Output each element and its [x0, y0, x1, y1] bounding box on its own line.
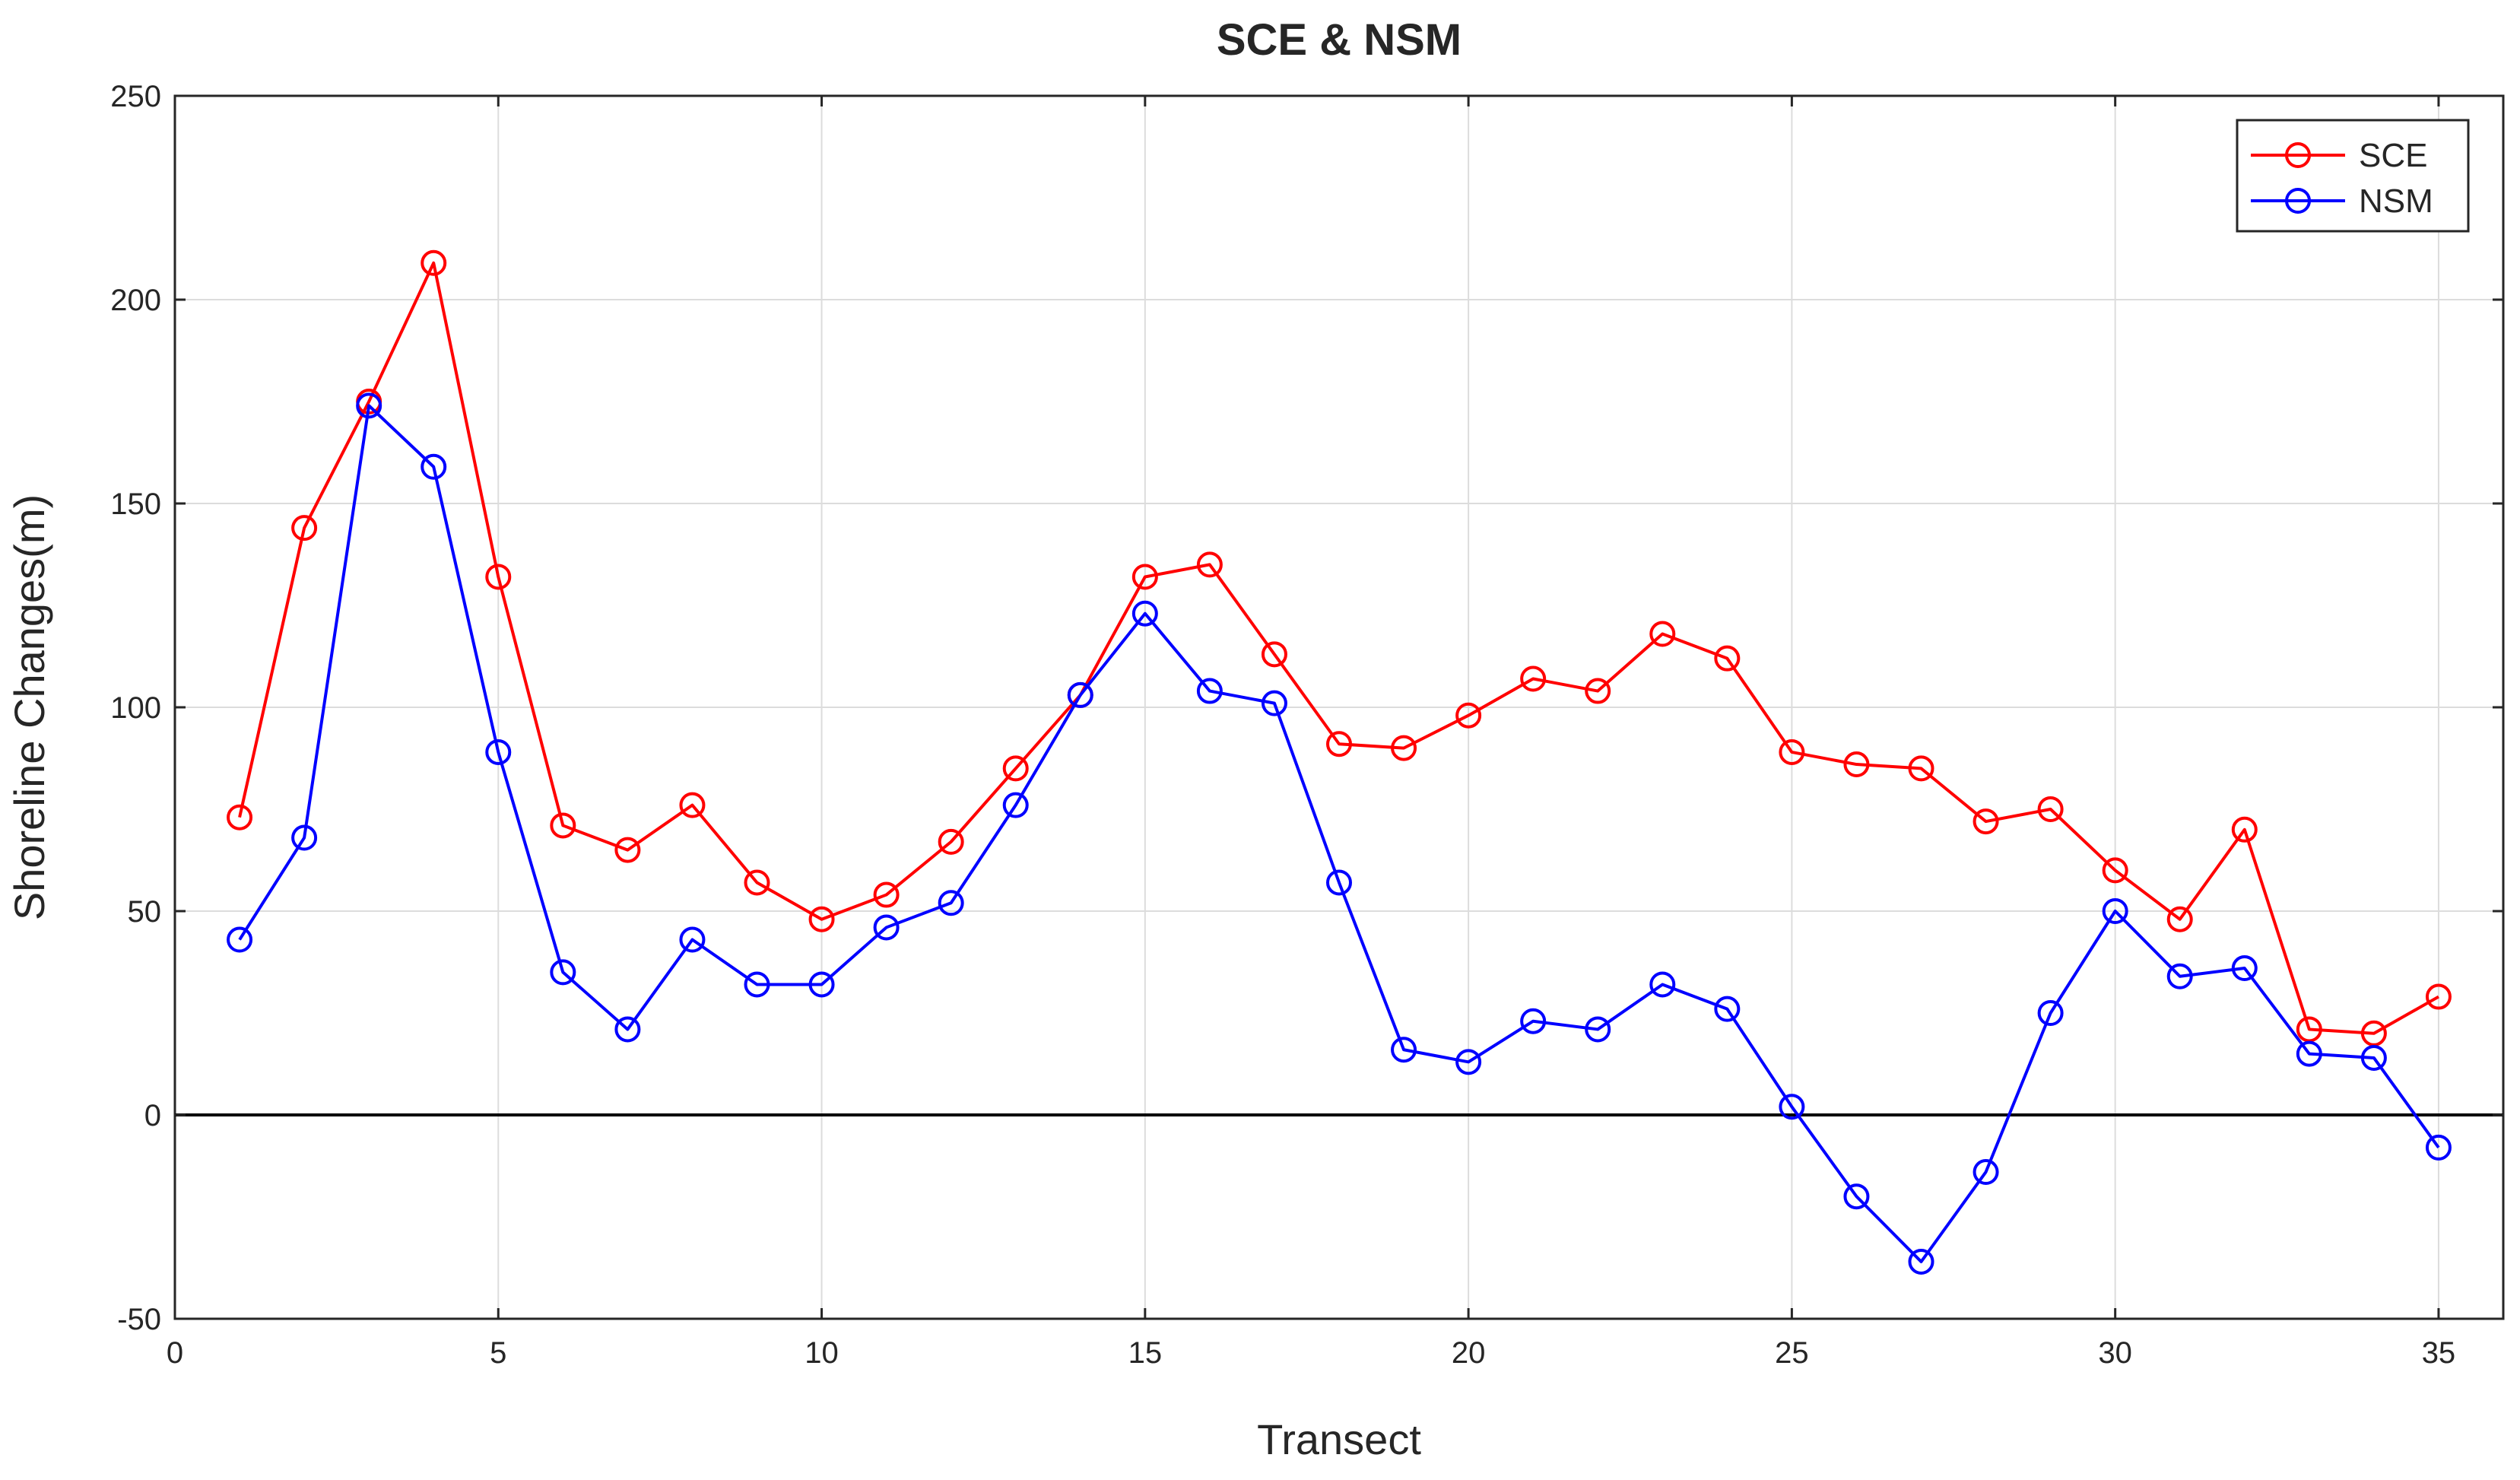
nsm-data-point [1326, 869, 1352, 896]
nsm-data-point [2296, 1040, 2322, 1067]
nsm-data-point [1714, 996, 1741, 1022]
nsm-data-point [744, 971, 770, 998]
nsm-data-point [1843, 1183, 1870, 1210]
nsm-data-point [227, 926, 253, 953]
nsm-data-point [1067, 681, 1093, 708]
sce-data-point [1261, 641, 1287, 668]
y-axis-ticks: -50 0 50 100 150 200 250 [110, 80, 2503, 1336]
sce-legend-marker [2285, 142, 2311, 168]
sce-data-point [2231, 816, 2258, 843]
sce-data-point [744, 869, 770, 896]
sce-data-point [1779, 738, 1805, 765]
y-tick-label: 250 [110, 80, 161, 113]
sce-data-point [1649, 621, 1676, 647]
sce-data-point [2166, 906, 2193, 932]
sce-data-point [1843, 751, 1870, 778]
sce-data-point [1973, 808, 1999, 835]
nsm-data-point [2231, 955, 2258, 982]
sce-data-point [291, 515, 318, 542]
nsm-data-point [485, 738, 512, 765]
y-tick-label: 150 [110, 488, 161, 521]
sce-data-point [1326, 731, 1352, 757]
nsm-data-point [1261, 690, 1287, 716]
x-tick-label: 25 [1775, 1336, 1809, 1370]
x-tick-label: 15 [1128, 1336, 1163, 1370]
sce-data-point [227, 804, 253, 831]
nsm-data-point [614, 1016, 641, 1043]
x-tick-label: 30 [2098, 1336, 2132, 1370]
y-axis-label: Shoreline Changes(m) [5, 494, 53, 920]
sce-data-point [808, 906, 835, 932]
nsm-data-point [1973, 1159, 1999, 1186]
sce-data-point [1908, 755, 1934, 782]
sce-data-point [1196, 551, 1223, 578]
nsm-data-point [1520, 1008, 1547, 1034]
x-axis-ticks: 0 5 10 15 20 25 30 35 [167, 96, 2455, 1370]
sce-data-point [1714, 645, 1741, 672]
sce-data-point [1455, 702, 1482, 729]
sce-data-point [550, 812, 576, 839]
nsm-legend-label: NSM [2359, 183, 2433, 220]
series-layer [227, 249, 2452, 1275]
chart-title: SCE & NSM [1217, 15, 1462, 65]
y-tick-label: -50 [117, 1303, 161, 1336]
sce-data-point [2360, 1020, 2387, 1046]
sce-data-point [1131, 564, 1158, 590]
legend: SCE NSM [2236, 119, 2470, 233]
sce-data-point [2102, 857, 2128, 884]
sce-data-point [873, 881, 900, 908]
sce-data-point [938, 828, 964, 855]
nsm-data-point [873, 914, 900, 941]
nsm-data-point [2360, 1044, 2387, 1071]
nsm-legend-marker [2285, 188, 2311, 214]
sce-data-point [2037, 796, 2064, 822]
sce-data-point [1002, 755, 1029, 782]
nsm-data-point [1455, 1049, 1482, 1075]
x-tick-label: 10 [805, 1336, 839, 1370]
x-axis-label: Transect [1257, 1415, 1421, 1463]
nsm-data-point [421, 453, 447, 480]
y-tick-label: 200 [110, 284, 161, 317]
y-tick-label: 50 [128, 895, 162, 929]
x-tick-label: 0 [167, 1336, 183, 1370]
nsm-data-point [679, 926, 706, 953]
nsm-data-point [291, 824, 318, 851]
sce-data-point [2425, 983, 2452, 1010]
sce-data-point [1520, 665, 1547, 692]
nsm-data-point [1196, 678, 1223, 704]
nsm-data-point [1585, 1016, 1611, 1043]
nsm-data-point [1002, 792, 1029, 818]
sce-data-point [1585, 678, 1611, 704]
nsm-data-point [2037, 1000, 2064, 1026]
sce-series-line [238, 261, 2439, 1035]
sce-data-point [614, 837, 641, 863]
nsm-data-point [808, 971, 835, 998]
x-tick-label: 20 [1452, 1336, 1486, 1370]
sce-data-point [2296, 1016, 2322, 1043]
x-tick-label: 5 [490, 1336, 506, 1370]
nsm-data-point [1131, 600, 1158, 627]
sce-data-point [1391, 735, 1417, 761]
nsm-data-point [1649, 971, 1676, 998]
nsm-data-point [2166, 963, 2193, 989]
nsm-data-point [938, 890, 964, 916]
y-tick-label: 100 [110, 691, 161, 725]
sce-data-point [679, 792, 706, 818]
nsm-series-line [238, 404, 2440, 1263]
nsm-data-point [2425, 1134, 2452, 1161]
nsm-data-point [1908, 1248, 1934, 1275]
nsm-data-point [1779, 1094, 1805, 1120]
y-tick-label: 0 [144, 1099, 161, 1132]
nsm-data-point [2102, 898, 2128, 924]
nsm-data-point [1391, 1037, 1417, 1063]
nsm-data-point [356, 392, 382, 419]
sce-data-point [421, 249, 447, 276]
sce-data-point [485, 564, 512, 590]
sce-legend-label: SCE [2359, 137, 2427, 174]
nsm-data-point [550, 959, 576, 986]
legend-box [2236, 119, 2470, 233]
x-tick-label: 35 [2422, 1336, 2456, 1370]
